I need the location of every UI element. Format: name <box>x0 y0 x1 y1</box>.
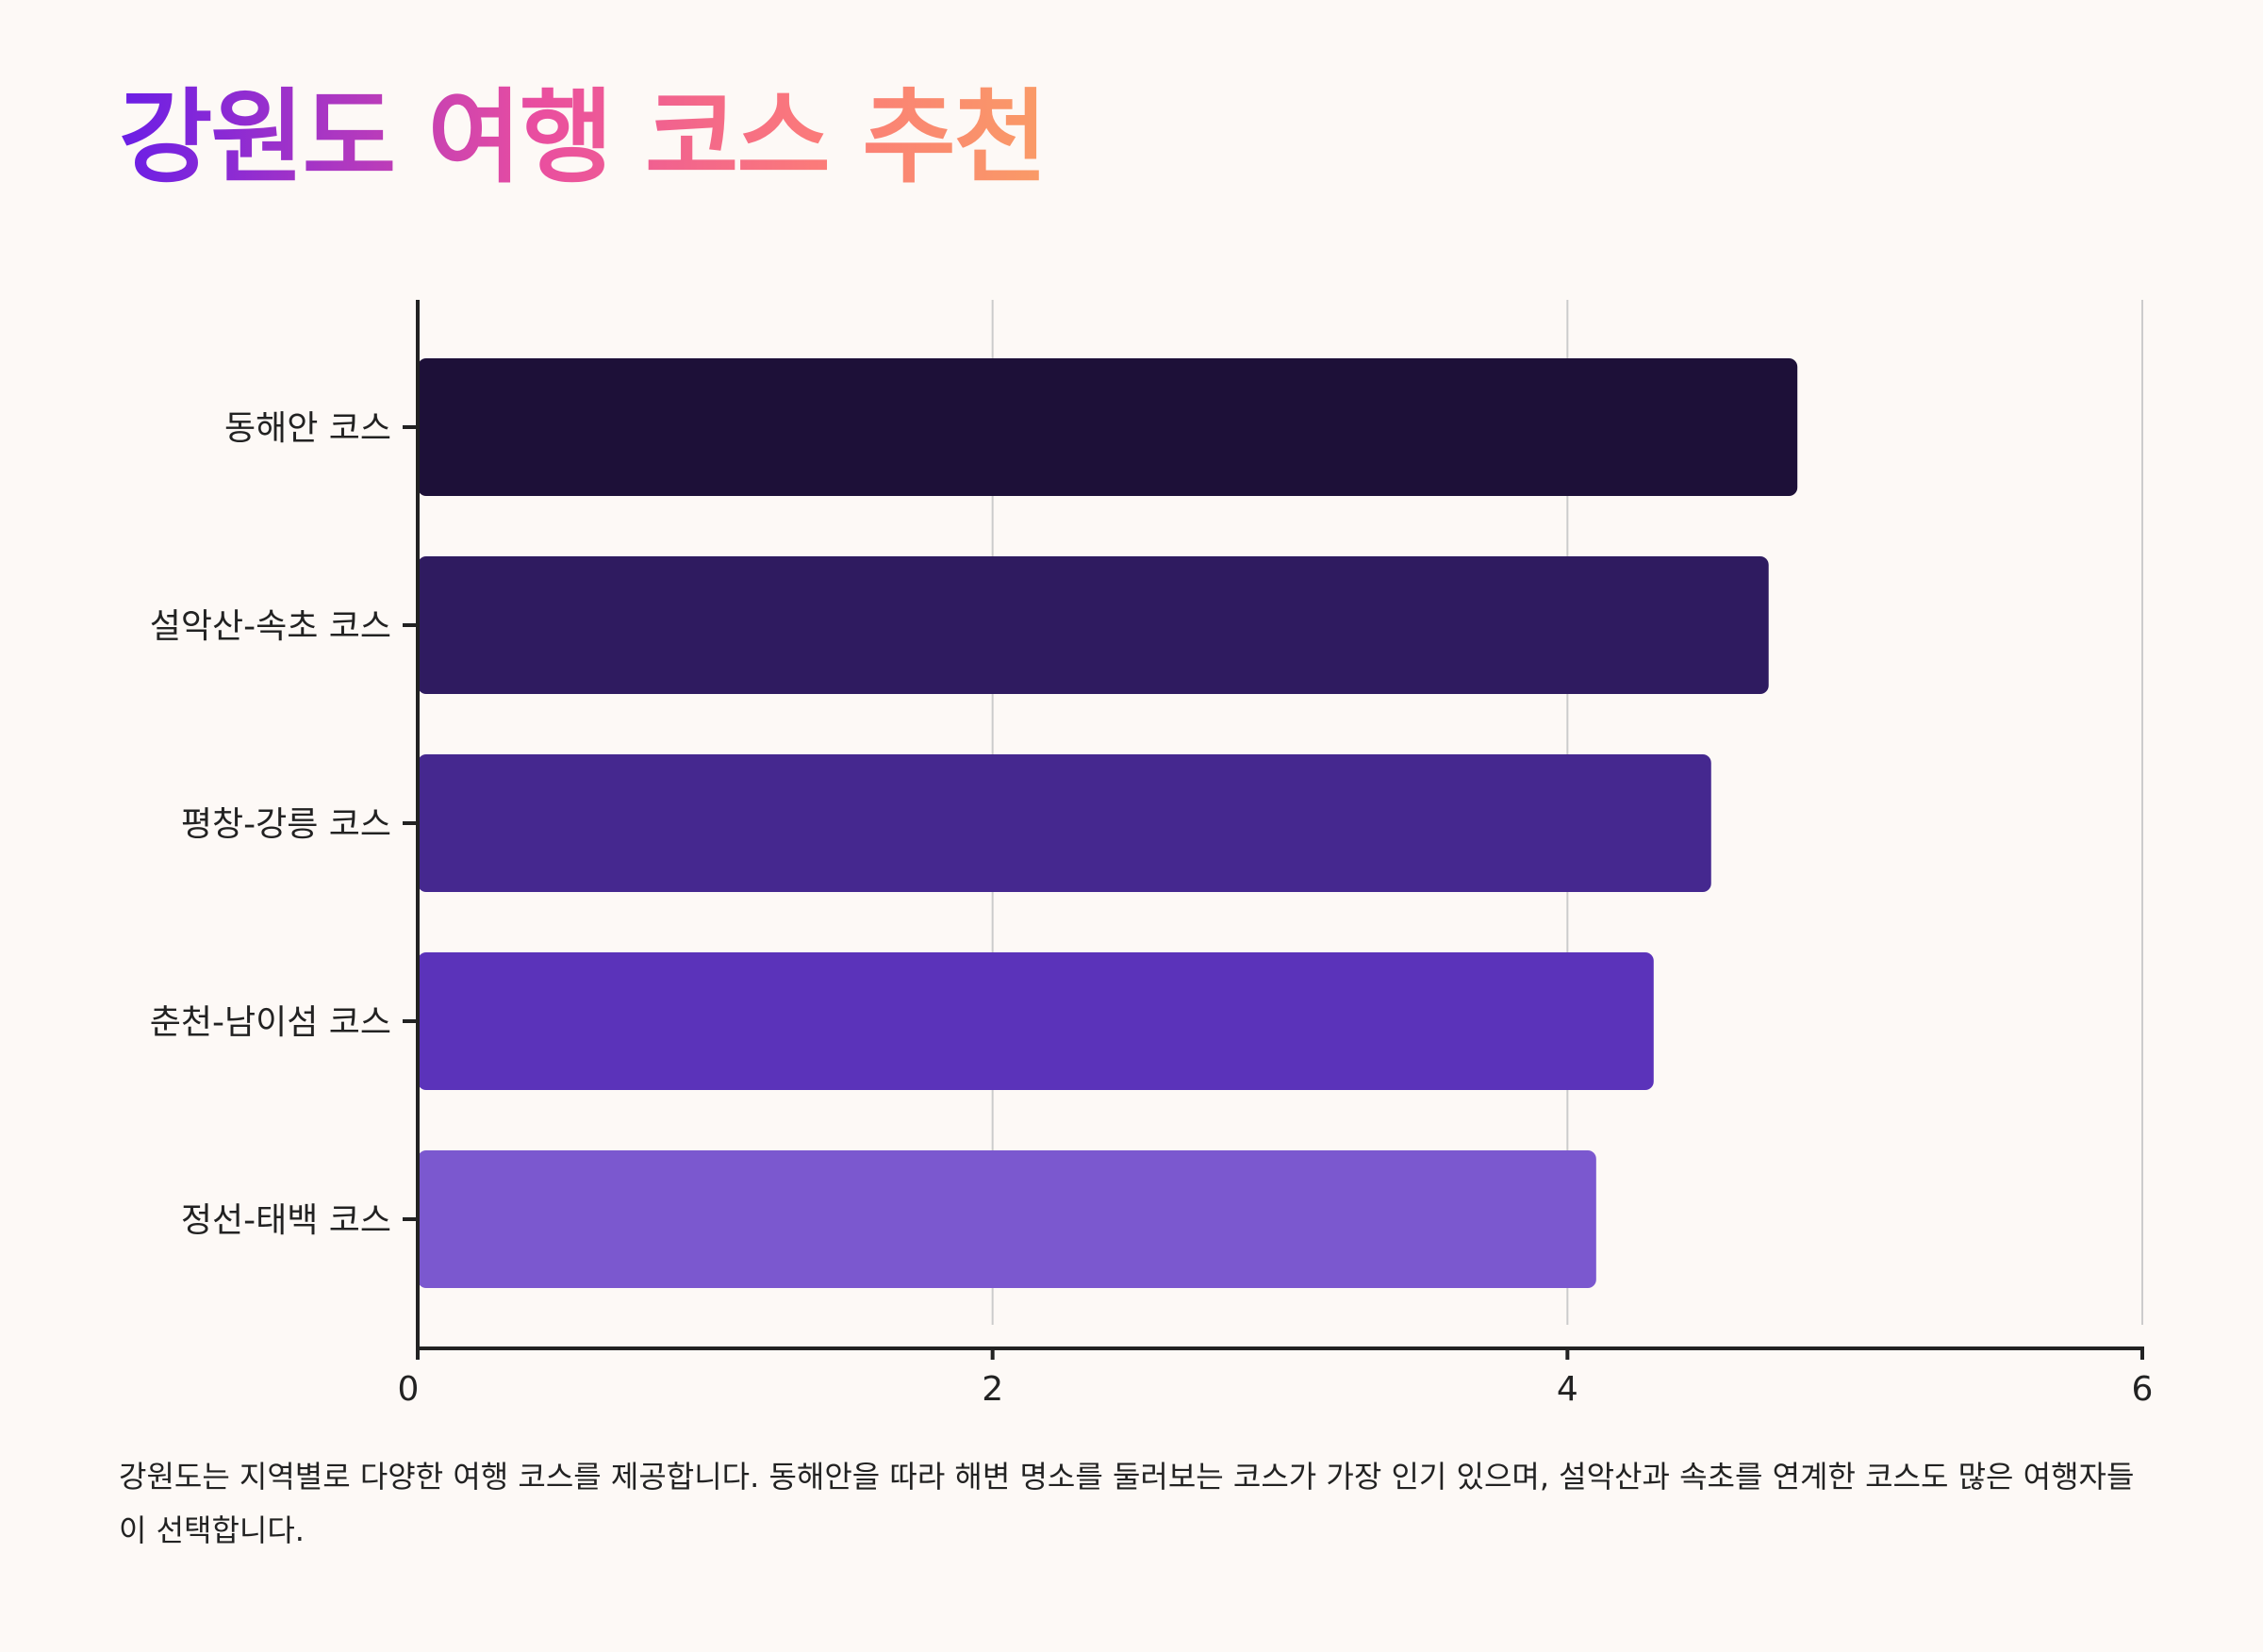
bars <box>418 358 1798 1288</box>
bar-4 <box>418 952 1654 1090</box>
axes <box>403 300 2144 1360</box>
x-tick-label: 0 <box>398 1370 420 1409</box>
y-category-label: 동해안 코스 <box>224 409 391 448</box>
y-category-label: 설악산-속초 코스 <box>150 607 391 646</box>
x-tick-label: 2 <box>982 1370 1003 1409</box>
bar-3 <box>418 754 1711 892</box>
y-category-label: 춘천-남이섬 코스 <box>150 1003 391 1042</box>
bar-1 <box>418 358 1798 496</box>
page-title: 강원도 여행 코스 추천 <box>119 77 1048 200</box>
bar-2 <box>418 556 1769 694</box>
y-category-label: 정선-태백 코스 <box>181 1201 391 1240</box>
bar-5 <box>418 1150 1596 1288</box>
x-tick-label: 4 <box>1557 1370 1578 1409</box>
chart-description: 강원도는 지역별로 다양한 여행 코스를 제공합니다. 동해안을 따라 해변 명… <box>119 1459 2135 1548</box>
x-tick-label: 6 <box>2132 1370 2154 1409</box>
y-category-label: 평창-강릉 코스 <box>181 805 391 844</box>
